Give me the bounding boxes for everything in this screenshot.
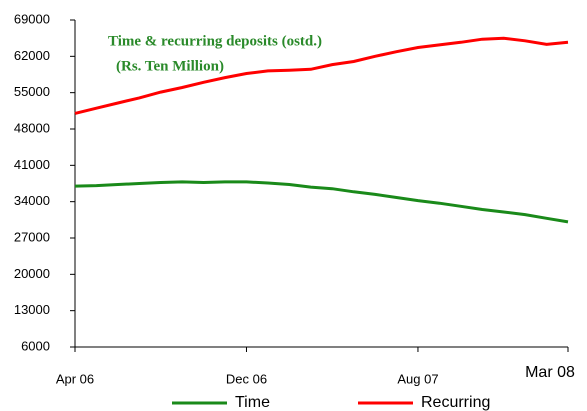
x-tick-label: Mar 08 xyxy=(525,364,575,381)
series-line xyxy=(74,180,569,224)
series-line xyxy=(74,36,569,115)
y-tick-label: 27000 xyxy=(14,229,50,244)
y-tick-label: 6000 xyxy=(21,338,50,353)
x-tick-label: Dec 06 xyxy=(226,371,267,386)
chart-subtitle: (Rs. Ten Million) xyxy=(116,58,224,74)
x-tick-label: Aug 07 xyxy=(397,371,438,386)
y-tick-label: 41000 xyxy=(14,157,50,172)
y-tick-label: 62000 xyxy=(14,48,50,63)
legend-label: Recurring xyxy=(421,394,490,411)
y-tick-label: 48000 xyxy=(14,120,50,135)
y-tick-label: 55000 xyxy=(14,84,50,99)
y-tick-label: 69000 xyxy=(14,11,50,26)
legend-label: Time xyxy=(235,394,270,411)
y-tick-label: 13000 xyxy=(14,302,50,317)
y-tick-label: 20000 xyxy=(14,266,50,281)
x-tick-label: Apr 06 xyxy=(56,371,94,386)
y-tick-label: 34000 xyxy=(14,193,50,208)
chart-title: Time & recurring deposits (ostd.) xyxy=(108,33,322,49)
